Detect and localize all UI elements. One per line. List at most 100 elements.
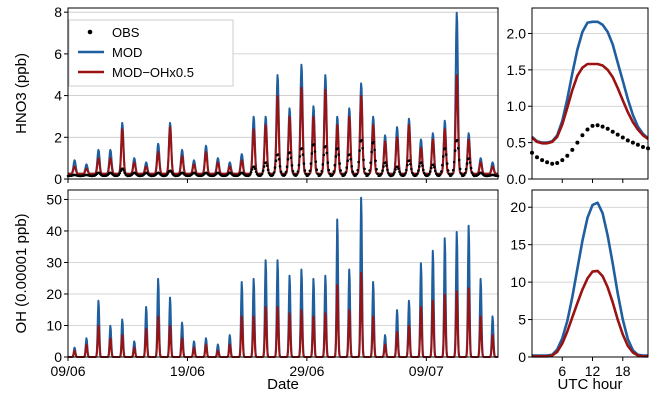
obs-point (327, 168, 331, 172)
hno3-diurnal-panel: 0.0 0.5 1.0 1.5 2.0 (507, 7, 650, 187)
obs-point (575, 140, 580, 145)
obs-point (441, 163, 444, 167)
obs-point (313, 150, 317, 153)
oh-diurnal-xticks: 6 12 18 (558, 357, 631, 379)
obs-point (284, 170, 288, 174)
obs-point (405, 168, 408, 172)
obs-point (261, 169, 265, 172)
oh-ylabel: OH (0.00001 ppb) (13, 213, 30, 333)
obs-point (545, 160, 550, 165)
obs-point (374, 159, 377, 163)
obs-point (332, 170, 336, 173)
hno3-xticks (67, 179, 427, 183)
legend-mod-oh-label: MOD−OHx0.5 (112, 65, 194, 80)
obs-point (610, 129, 615, 134)
y-tick-label: 50 (46, 191, 62, 207)
x-tick-label: 12 (585, 363, 601, 379)
obs-point (380, 172, 383, 176)
obs-point (339, 169, 343, 172)
obs-point (334, 155, 338, 158)
obs-point (550, 161, 555, 166)
obs-point (450, 172, 454, 176)
obs-point (442, 155, 445, 158)
obs-point (459, 172, 463, 175)
obs-point (408, 159, 411, 162)
obs-point (118, 171, 122, 175)
obs-point (421, 164, 424, 167)
obs-point (398, 170, 401, 174)
obs-point (351, 170, 355, 173)
obs-point (331, 173, 335, 176)
obs-point (300, 147, 304, 150)
obs-point (429, 170, 432, 173)
obs-point (615, 132, 620, 137)
legend-obs-marker (87, 29, 93, 35)
y-tick-label: 1.0 (507, 98, 527, 114)
obs-point (349, 158, 353, 161)
obs-point (394, 168, 397, 171)
hno3-diurnal-xticks (561, 179, 624, 183)
oh-diurnal-series (532, 201, 648, 358)
obs-point (265, 164, 269, 167)
oh-series (67, 196, 499, 358)
oh-diurnal-gridlines (532, 206, 648, 358)
y-tick-label: 6 (54, 46, 62, 62)
obs-point (337, 153, 341, 156)
obs-point (279, 170, 283, 173)
obs-point (595, 123, 600, 128)
obs-point (363, 167, 366, 171)
obs-point (297, 163, 301, 167)
obs-point (535, 155, 539, 160)
obs-point (303, 169, 307, 172)
obs-point (291, 170, 295, 173)
obs-point (555, 161, 560, 165)
y-tick-label: 10 (46, 317, 62, 333)
obs-point (440, 170, 443, 173)
obs-point (348, 153, 352, 156)
obs-point (464, 167, 468, 171)
y-tick-label: 0 (54, 171, 62, 187)
obs-point (346, 159, 350, 162)
obs-point (457, 158, 461, 162)
obs-point (283, 173, 287, 176)
obs-point (372, 140, 375, 144)
obs-point (409, 162, 412, 166)
obs-point (393, 171, 396, 174)
obs-point (369, 161, 372, 165)
obs-point (385, 164, 388, 167)
obs-point (361, 147, 364, 150)
obs-point (301, 153, 305, 156)
hno3-diurnal-yticks: 0.0 0.5 1.0 1.5 2.0 (507, 25, 532, 187)
y-tick-label: 4 (54, 88, 62, 104)
obs-point (416, 172, 419, 176)
mod-series-line (531, 20, 649, 144)
obs-point (370, 150, 373, 154)
obs-point (367, 172, 370, 176)
hno3-diurnal-series (530, 20, 650, 166)
obs-point (463, 171, 467, 175)
obs-point (381, 169, 384, 172)
hno3-diurnal-axes-frame (531, 7, 649, 180)
date-xlabel: Date (267, 376, 299, 393)
y-tick-label: 40 (46, 223, 62, 239)
obs-point (432, 163, 435, 166)
obs-point (333, 163, 337, 167)
obs-point (641, 145, 645, 149)
hno3-axes-frame (67, 7, 499, 180)
obs-point (428, 172, 431, 176)
obs-point (315, 168, 319, 171)
hno3-ylabel: HNO3 (ppb) (13, 53, 30, 134)
obs-point (406, 163, 409, 167)
obs-point (452, 160, 456, 164)
obs-point (355, 172, 359, 176)
obs-point (386, 168, 389, 172)
obs-point (122, 169, 125, 172)
obs-point (273, 166, 277, 169)
obs-point (434, 169, 437, 173)
obs-point (635, 142, 640, 147)
oh-diurnal-yticks: 0 5 10 15 20 (510, 199, 532, 365)
obs-point (590, 123, 595, 128)
obs-point (274, 159, 278, 162)
obs-point (375, 168, 378, 171)
